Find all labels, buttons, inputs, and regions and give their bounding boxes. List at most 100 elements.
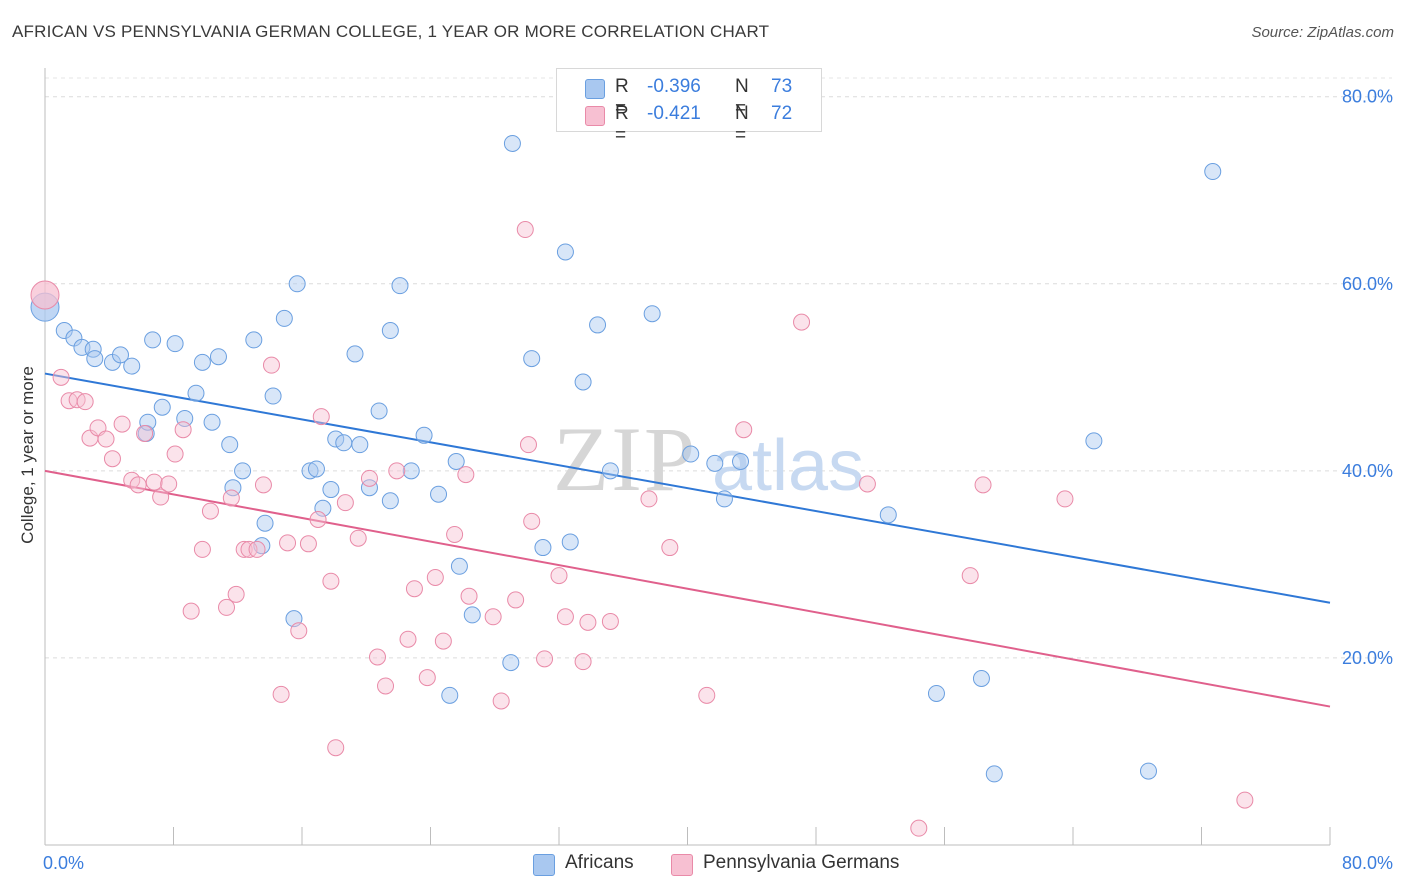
data-point (336, 494, 354, 512)
trend-lines (44, 372, 1331, 708)
data-point (460, 587, 478, 605)
data-point (209, 348, 227, 366)
data-point (574, 653, 592, 671)
data-point (579, 613, 597, 631)
data-point (201, 502, 219, 520)
data-point (523, 512, 541, 530)
x-tick-label: 80.0% (1342, 853, 1393, 873)
data-point (561, 533, 579, 551)
data-point (682, 445, 700, 463)
data-point (264, 387, 282, 405)
series-legend: Africans Pennsylvania Germans (0, 852, 1406, 878)
axes (44, 68, 1331, 846)
data-point (193, 353, 211, 371)
data-point (312, 408, 330, 426)
data-point (503, 134, 521, 152)
data-point (1139, 762, 1157, 780)
stats-legend: R = -0.396 N = 73 R = -0.421 N = 72 (556, 68, 822, 146)
data-point (160, 475, 178, 493)
data-point (97, 430, 115, 448)
data-point (550, 567, 568, 585)
data-point (248, 540, 266, 558)
data-point (301, 462, 319, 480)
n-label: N = (735, 103, 749, 146)
data-point (290, 622, 308, 640)
data-point (309, 510, 327, 528)
data-point (235, 540, 253, 558)
data-point (129, 476, 147, 494)
data-point (974, 476, 992, 494)
data-point (399, 630, 417, 648)
data-point (144, 331, 162, 349)
data-point (447, 453, 465, 470)
data-point (370, 402, 388, 420)
data-point (430, 485, 448, 503)
data-point (858, 475, 876, 493)
y-axis-label: College, 1 year or more (18, 366, 37, 544)
data-point (86, 350, 104, 368)
data-point (910, 819, 928, 837)
data-point (879, 506, 897, 524)
data-point (1056, 490, 1074, 508)
watermark-zip: ZIP (553, 408, 697, 510)
africans-swatch (585, 79, 605, 99)
data-point (640, 490, 658, 508)
r-value: -0.421 (647, 103, 701, 124)
data-point (123, 357, 141, 375)
data-point (111, 346, 129, 364)
data-point (519, 436, 537, 454)
data-point (735, 421, 753, 439)
data-point (556, 243, 574, 261)
watermark: ZIP atlas (553, 408, 864, 510)
data-point (335, 434, 353, 452)
data-point (381, 322, 399, 340)
legend-label: Africans (565, 852, 634, 873)
data-point (391, 277, 409, 295)
y-tick-label: 20.0% (1342, 648, 1393, 668)
data-point (254, 476, 272, 494)
data-point (556, 608, 574, 626)
data-point (360, 469, 378, 487)
data-point (441, 686, 459, 704)
r-label: R = (615, 103, 629, 146)
n-value: 72 (771, 103, 793, 124)
data-point (927, 684, 945, 702)
data-point (351, 436, 369, 454)
data-point (139, 413, 157, 431)
data-point (1236, 791, 1254, 809)
data-point (601, 612, 619, 630)
data-point (360, 479, 378, 497)
data-point (732, 453, 750, 470)
data-point (203, 413, 221, 431)
data-point (279, 534, 297, 552)
data-point (534, 539, 552, 557)
data-point (166, 335, 184, 353)
data-point (715, 490, 733, 508)
data-point (221, 436, 239, 454)
data-point (174, 421, 192, 439)
data-point (661, 539, 679, 557)
data-point (166, 445, 184, 463)
trend-line (44, 372, 1331, 604)
data-point (113, 415, 131, 433)
data-point (418, 669, 436, 687)
data-point (227, 585, 245, 603)
data-point (275, 309, 293, 327)
data-point (446, 525, 464, 543)
trend-line (44, 469, 1331, 708)
data-point (457, 466, 475, 484)
data-point (388, 462, 406, 480)
data-point (536, 650, 554, 668)
data-point (52, 368, 70, 386)
data-point (706, 454, 724, 472)
data-point (961, 567, 979, 585)
data-point (985, 765, 1003, 783)
data-point (434, 632, 452, 650)
data-point (152, 488, 170, 506)
data-point (327, 430, 345, 448)
chart-title: AFRICAN VS PENNSYLVANIA GERMAN COLLEGE, … (12, 22, 770, 41)
data-point (368, 648, 386, 666)
y-tick-label: 60.0% (1342, 274, 1393, 294)
pennsylvania-germans-swatch (585, 106, 605, 126)
r-label: R = (615, 76, 629, 119)
